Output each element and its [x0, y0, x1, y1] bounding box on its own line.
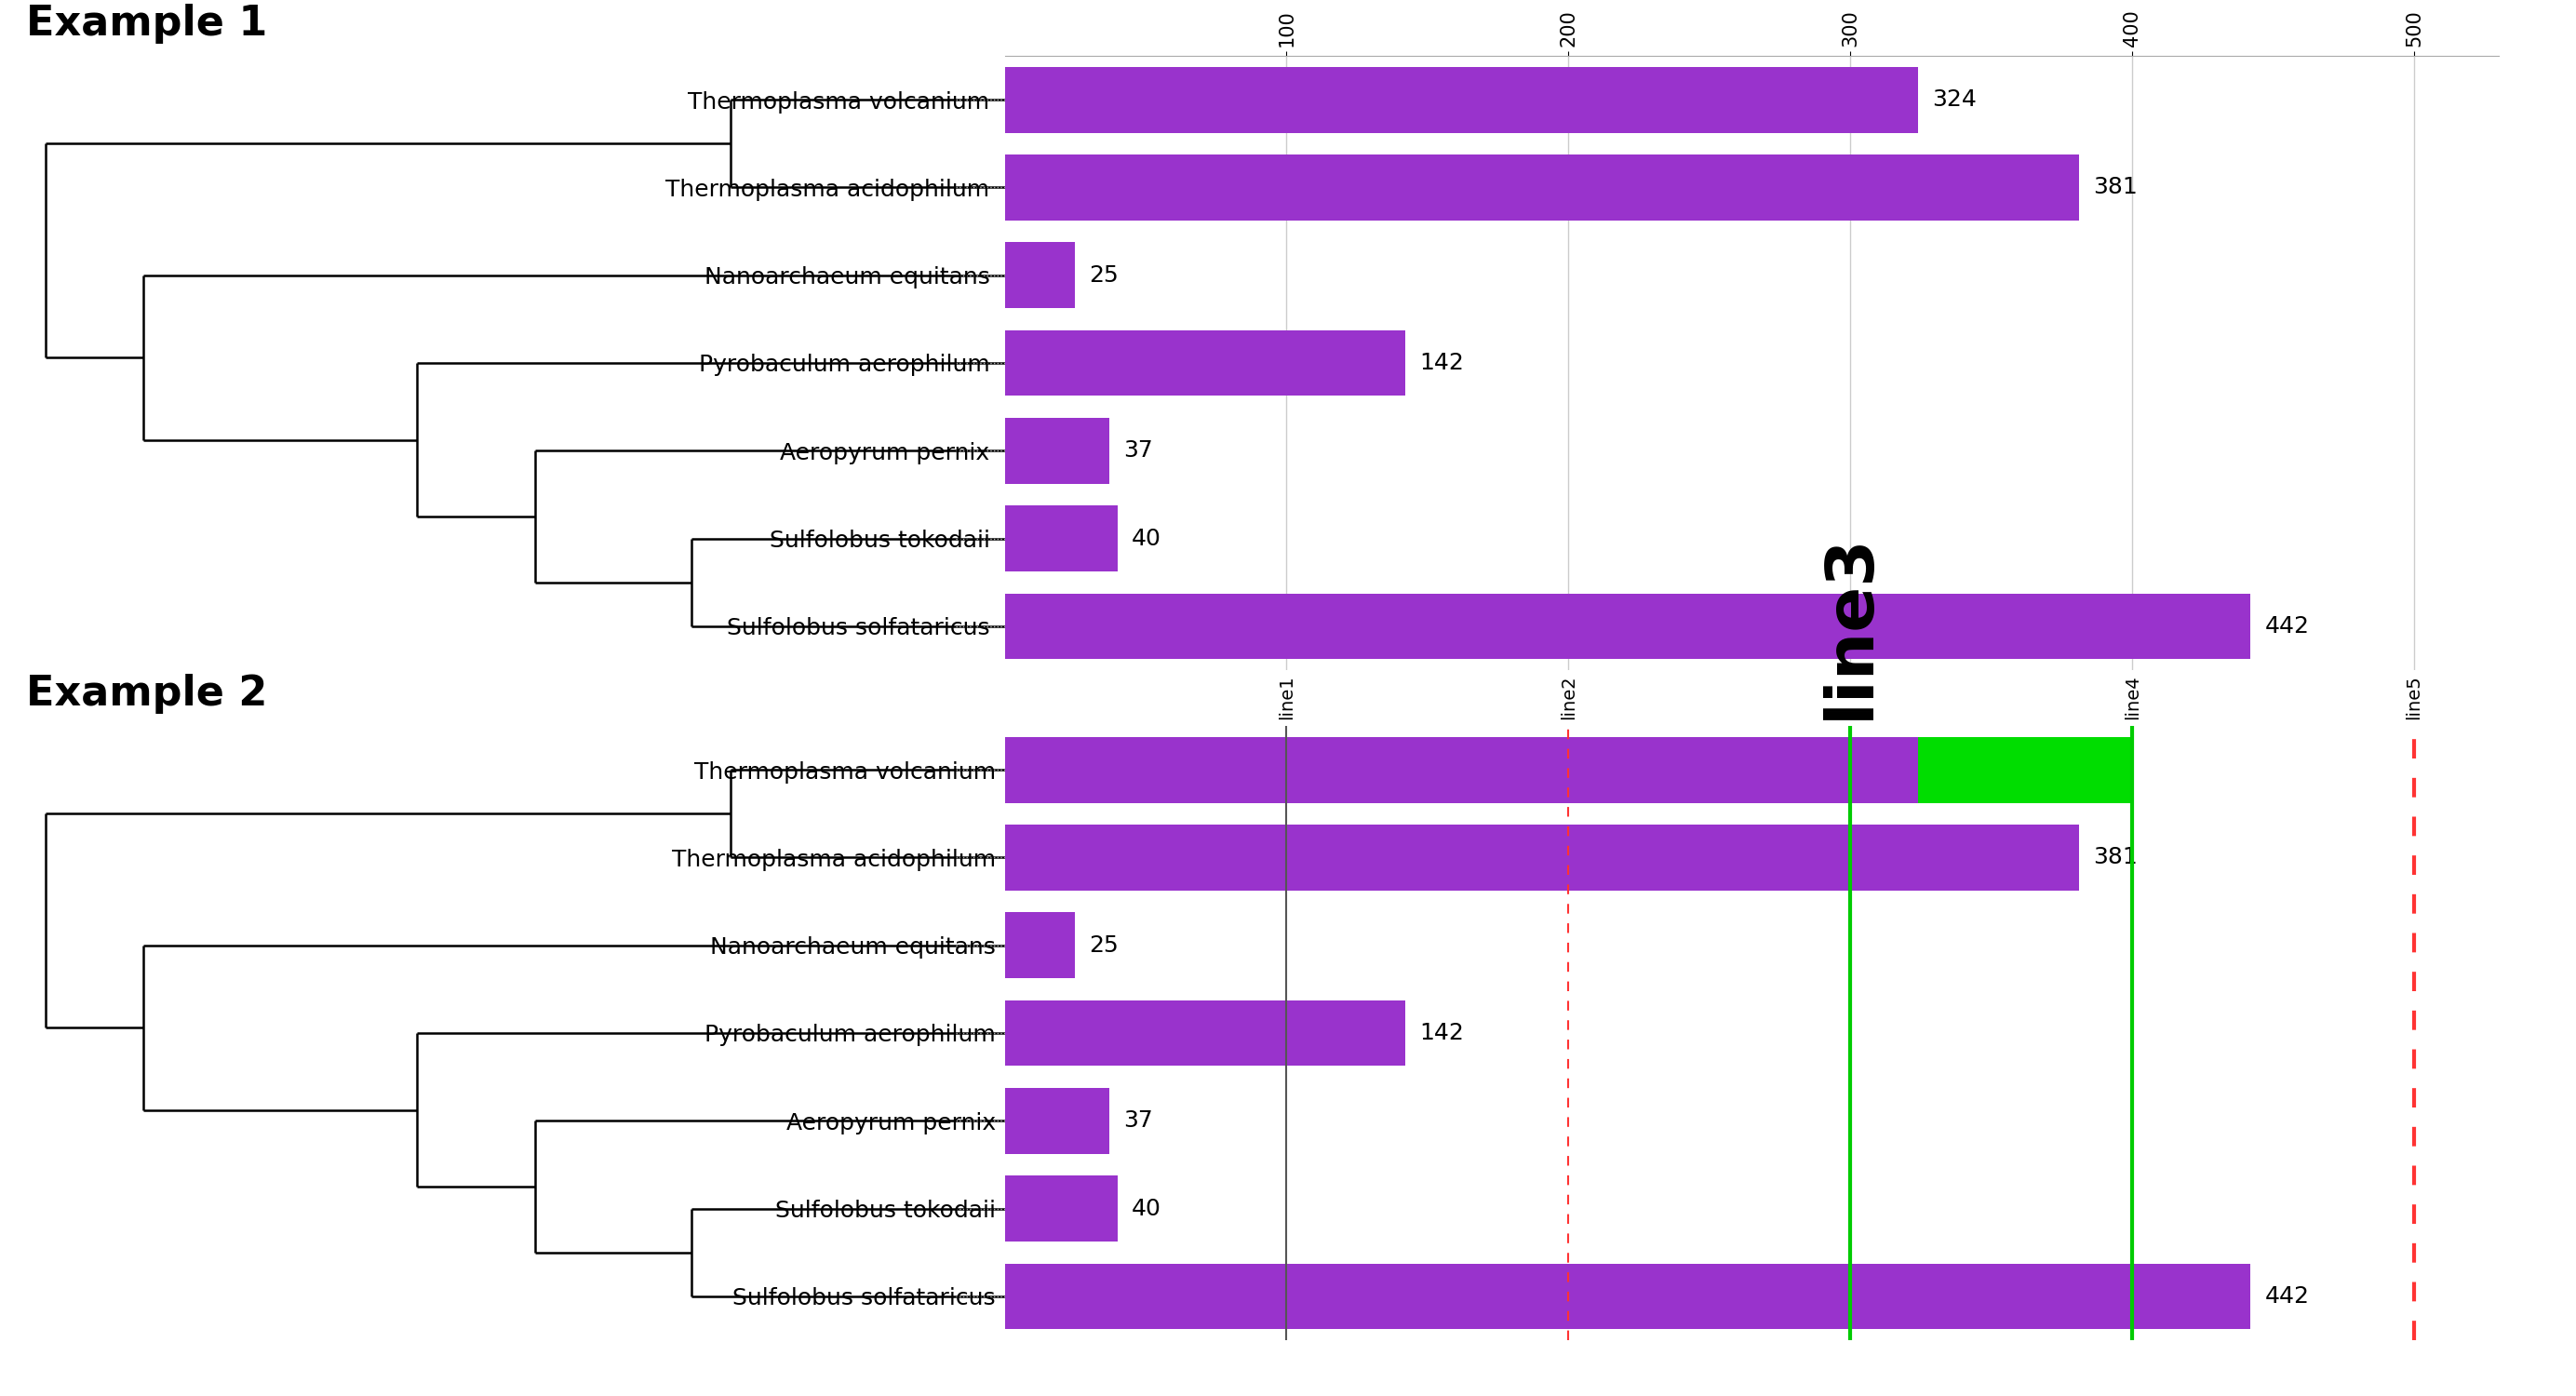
Text: line2: line2 [1558, 676, 1577, 720]
Text: 324: 324 [1932, 88, 1976, 110]
Bar [1005, 1087, 1108, 1153]
Bar [1005, 825, 2079, 891]
Text: line5: line5 [2406, 676, 2424, 720]
Text: Example 2: Example 2 [26, 674, 268, 713]
Bar [1005, 329, 1404, 396]
Text: Example 1: Example 1 [26, 4, 268, 43]
Text: line3: line3 [1819, 533, 1883, 720]
Bar [1005, 913, 1074, 979]
Text: 381: 381 [2092, 846, 2138, 868]
Bar [1005, 155, 2079, 221]
Bar [1005, 505, 1118, 571]
Text: 37: 37 [1123, 440, 1151, 462]
Text: 25: 25 [1090, 264, 1118, 286]
Bar [1005, 243, 1074, 309]
Text: 25: 25 [1090, 934, 1118, 956]
Text: line4: line4 [2123, 676, 2141, 720]
Bar [1005, 1175, 1118, 1241]
Bar [1005, 1000, 1404, 1067]
Text: 142: 142 [1419, 352, 1463, 374]
Bar [1919, 737, 2133, 803]
Text: 442: 442 [2264, 616, 2311, 638]
Text: 40: 40 [1131, 528, 1162, 550]
Text: 37: 37 [1123, 1110, 1151, 1132]
Bar [1005, 417, 1108, 483]
Text: 40: 40 [1131, 1198, 1162, 1220]
Text: 324: 324 [1932, 758, 1976, 780]
Bar [1005, 67, 1919, 133]
Text: 381: 381 [2092, 176, 2138, 198]
Bar [1005, 1263, 2251, 1329]
Bar [1005, 593, 2251, 659]
Text: 442: 442 [2264, 1286, 2311, 1308]
Text: line1: line1 [1278, 676, 1296, 720]
Bar [1005, 737, 1919, 803]
Text: 142: 142 [1419, 1022, 1463, 1044]
